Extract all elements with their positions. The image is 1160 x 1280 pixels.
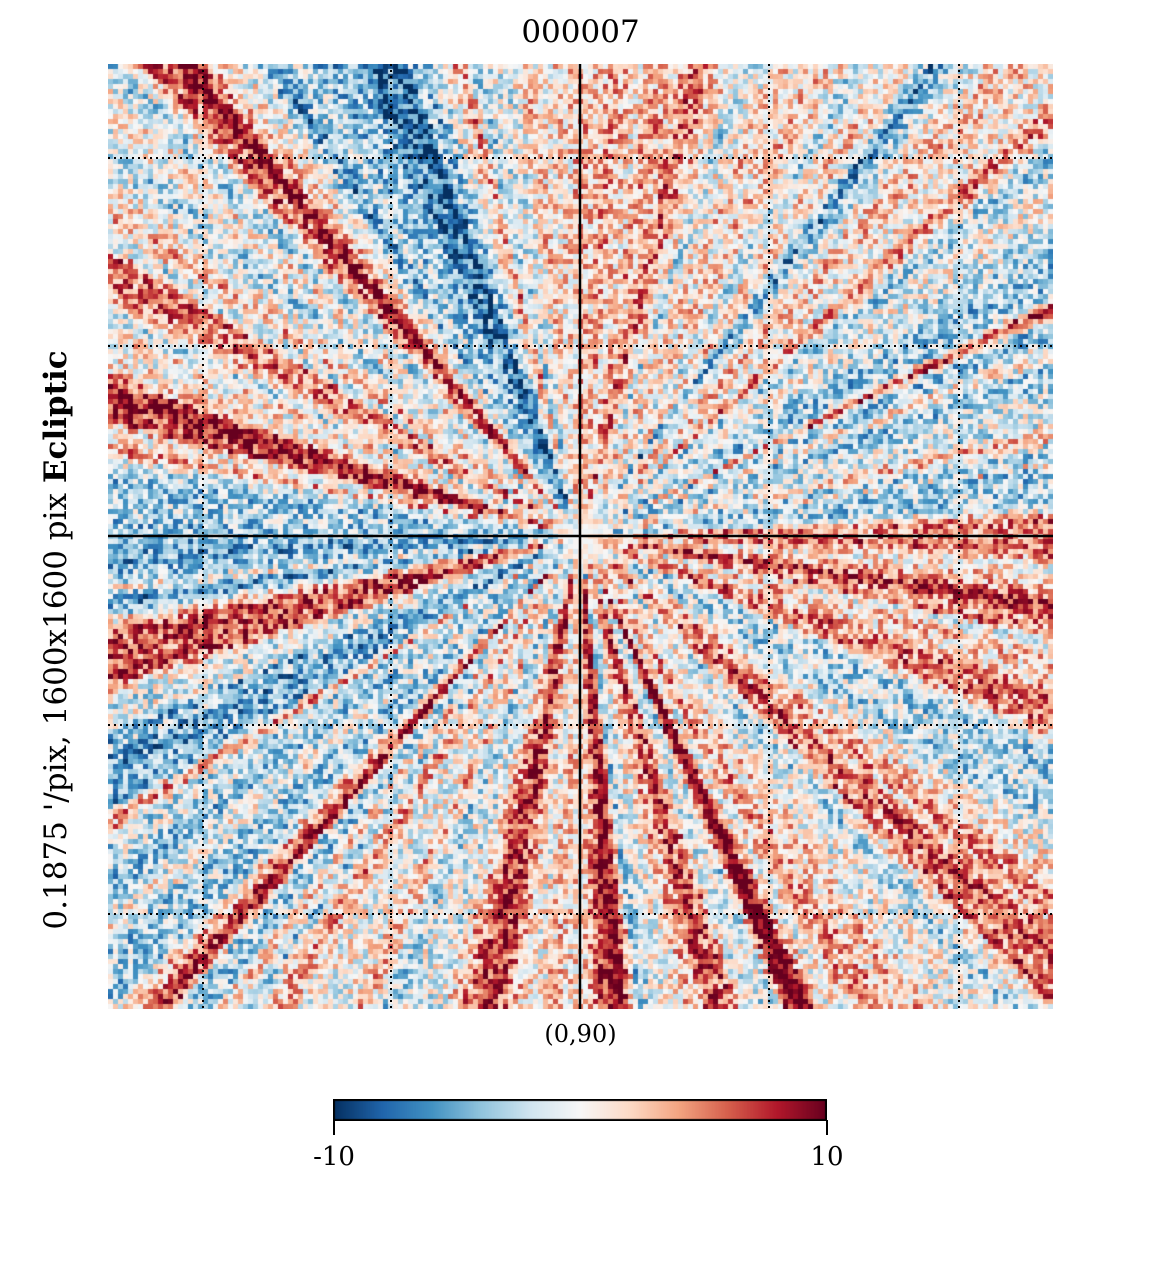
chart-title: 000007 [521,14,640,50]
colorbar-gradient [333,1099,827,1121]
colorbar-tick-min [333,1120,335,1135]
graticule-overlay [108,64,1053,1009]
colorbar-label-max: 10 [810,1142,844,1172]
colorbar [333,1099,827,1121]
center-coordinate-label: (0,90) [544,1020,617,1048]
colorbar-tick-max [826,1120,828,1135]
colorbar-label-min: -10 [313,1142,355,1172]
resolution-label: 0.1875 '/pix, 1600x1600 pix [38,492,74,930]
map-plot-area [108,64,1053,1009]
graticule-lines [108,64,1053,1009]
side-label: 0.1875 '/pix, 1600x1600 pix Ecliptic [38,350,74,929]
coord-system-label: Ecliptic [38,350,74,484]
